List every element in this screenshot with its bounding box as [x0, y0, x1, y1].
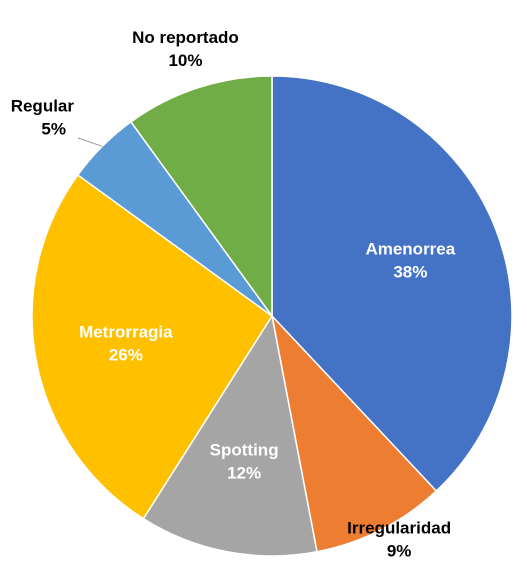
slice-label: No reportado [132, 28, 239, 47]
slice-value: 12% [227, 464, 261, 483]
pie-slice [31, 173, 274, 520]
slice-value: 26% [109, 345, 143, 364]
pie-slice [271, 75, 513, 493]
slice-value: 38% [393, 263, 427, 282]
slice-label: Amenorrea [365, 240, 455, 259]
slice-label: Metrorragia [79, 322, 173, 341]
slice-label: Regular [11, 96, 75, 115]
slice-label: Spotting [210, 441, 279, 460]
pie-slice [142, 313, 318, 557]
slice-value: 9% [387, 541, 412, 560]
pie-slice [270, 313, 438, 553]
slice-label: Irregularidad [347, 518, 451, 537]
slice-value: 5% [41, 119, 66, 138]
slice-value: 10% [168, 51, 202, 70]
leader-line [77, 137, 103, 147]
pie-slice [129, 75, 273, 319]
